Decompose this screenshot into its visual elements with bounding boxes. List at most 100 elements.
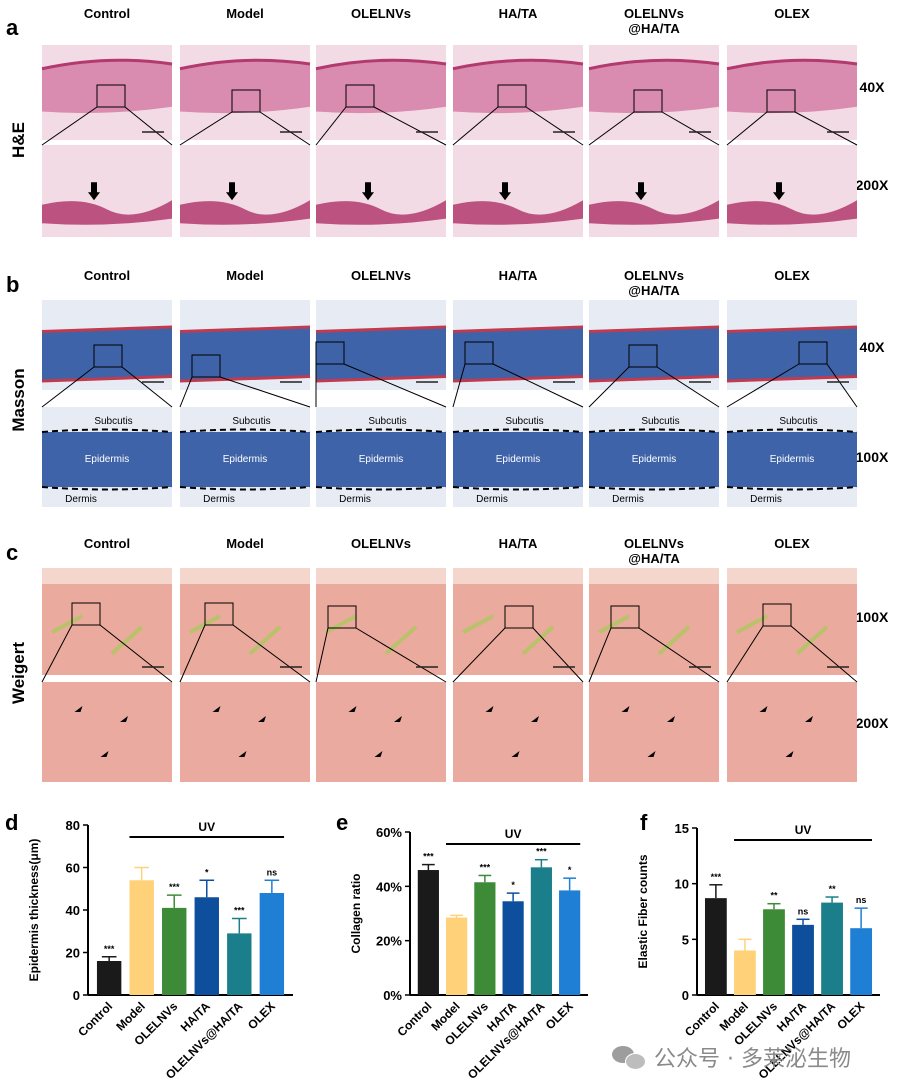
- zoom-box: [96, 84, 126, 108]
- arrow-marker: [511, 751, 520, 757]
- micrograph-column: [315, 568, 447, 782]
- micrograph-column: [41, 568, 173, 782]
- significance-mark: *: [568, 865, 572, 875]
- tissue-section: [453, 432, 583, 487]
- tissue-section: [180, 432, 310, 487]
- panel-letter-c: c: [6, 540, 18, 565]
- label-epidermis: Epidermis: [770, 454, 814, 465]
- y-tick-label: 20%: [376, 934, 402, 949]
- magnification-bottom-b: 100X: [856, 449, 889, 465]
- micrograph-column: [726, 45, 858, 237]
- zoom-line-left: [179, 376, 193, 408]
- zoom-line-left: [452, 106, 499, 146]
- zoom-box: [327, 605, 357, 629]
- significance-mark: ***: [234, 906, 245, 916]
- dermis-edge: [179, 375, 311, 383]
- arrow-marker: [759, 706, 768, 712]
- tissue-section: [180, 327, 310, 381]
- group-label: OLEX: [774, 536, 810, 551]
- zoom-line-right: [525, 106, 584, 146]
- tissue-section: [589, 60, 719, 114]
- arrow-marker: [805, 716, 813, 722]
- group-label: Model: [226, 536, 264, 551]
- magnification-top-b: 40X: [860, 339, 886, 355]
- tissue-section: [727, 584, 857, 675]
- epidermis-layer: [453, 200, 583, 225]
- zoom-line-left: [452, 363, 466, 408]
- epidermis-layer: [726, 325, 858, 333]
- significance-mark: ***: [711, 872, 722, 882]
- arrow-marker: [100, 751, 109, 757]
- tissue-section: [589, 584, 719, 675]
- group-label: HA/TA: [499, 6, 538, 21]
- chart-d: d 0 20 40 60 80 Epidermis thickness(μm) *** Cont…: [5, 810, 293, 1082]
- bar-Control: [417, 870, 439, 995]
- magnification-bottom-c: 200X: [856, 715, 889, 731]
- epidermis-layer: [727, 200, 857, 225]
- tissue-section: [727, 682, 857, 782]
- watermark: 公众号 · 多莱泌生物: [612, 1040, 902, 1074]
- arrow-marker: [394, 716, 402, 722]
- zoom-box: [610, 605, 640, 629]
- bar-Control: [704, 898, 727, 995]
- zoom-line-right: [121, 366, 173, 408]
- zoom-line-left: [41, 106, 98, 146]
- zoom-line-right: [99, 624, 173, 683]
- zoom-box: [464, 341, 494, 365]
- tissue-section: [589, 432, 719, 487]
- elastic-fibers: [462, 614, 555, 656]
- tissue-section: [180, 682, 310, 782]
- panel-letter-b: b: [6, 272, 19, 297]
- micrograph-column: Subcutis Epidermis Dermis: [315, 300, 447, 507]
- tissue-section: [316, 60, 446, 114]
- epidermis-layer: [315, 325, 447, 333]
- dermis-boundary: [452, 486, 584, 491]
- x-tick-label: Control: [682, 999, 722, 1039]
- micrograph-column: Subcutis Epidermis Dermis: [452, 300, 584, 507]
- zoom-line-left: [588, 366, 630, 408]
- group-label: Control: [84, 536, 130, 551]
- zoom-box: [504, 605, 534, 629]
- micrograph-column: [452, 568, 584, 782]
- subcutis-boundary: [179, 428, 311, 433]
- micrograph-panels: a H&E 40X 200X Control Model OLELNVs HA/TA OLELN…: [6, 6, 889, 782]
- group-label: OLELNVs @HA/TA: [624, 268, 684, 298]
- bar-OLEX: [559, 890, 581, 995]
- group-label: OLELNVs: [351, 536, 411, 551]
- tissue-section: [42, 432, 172, 487]
- zoom-box: [71, 602, 101, 626]
- stain-label-b: Masson: [9, 368, 28, 431]
- zoom-line-right: [661, 111, 720, 146]
- subcutis-boundary: [588, 428, 720, 433]
- label-epidermis: Epidermis: [496, 454, 540, 465]
- zoom-line-left: [41, 366, 95, 408]
- micrograph-column: [41, 45, 173, 237]
- bar-OLELNVs@HA/TA: [227, 933, 252, 995]
- bar-HA/TA: [792, 924, 814, 995]
- y-tick-label: 60: [66, 861, 80, 876]
- elastic-fibers: [736, 614, 829, 656]
- dermis-boundary: [315, 486, 447, 491]
- label-dermis: Dermis: [476, 494, 508, 505]
- micrograph-column: Subcutis Epidermis Dermis: [179, 300, 311, 507]
- bar-HA/TA: [194, 897, 219, 995]
- subcutis-boundary: [726, 428, 858, 433]
- epidermis-layer: [316, 200, 446, 225]
- zoom-line-left: [726, 363, 800, 408]
- significance-mark: ***: [423, 852, 434, 862]
- uv-bracket-label: UV: [198, 820, 215, 834]
- x-tick-label: Control: [75, 999, 115, 1039]
- panel-a: a H&E 40X 200X Control Model OLELNVs HA/TA OLELN…: [6, 6, 889, 237]
- watermark-text: 公众号 · 多莱泌生物: [654, 1047, 851, 1072]
- zoom-line-right: [259, 111, 311, 146]
- label-epidermis: Epidermis: [223, 454, 267, 465]
- dermis-boundary: [588, 486, 720, 491]
- tissue-section: [42, 60, 172, 114]
- epidermis-layer: [180, 200, 310, 225]
- micrograph-column: [179, 568, 311, 782]
- zoom-box: [762, 603, 792, 627]
- bar-OLELNVs: [474, 882, 496, 995]
- uv-bracket-label: UV: [505, 827, 522, 841]
- zoom-box: [766, 89, 796, 113]
